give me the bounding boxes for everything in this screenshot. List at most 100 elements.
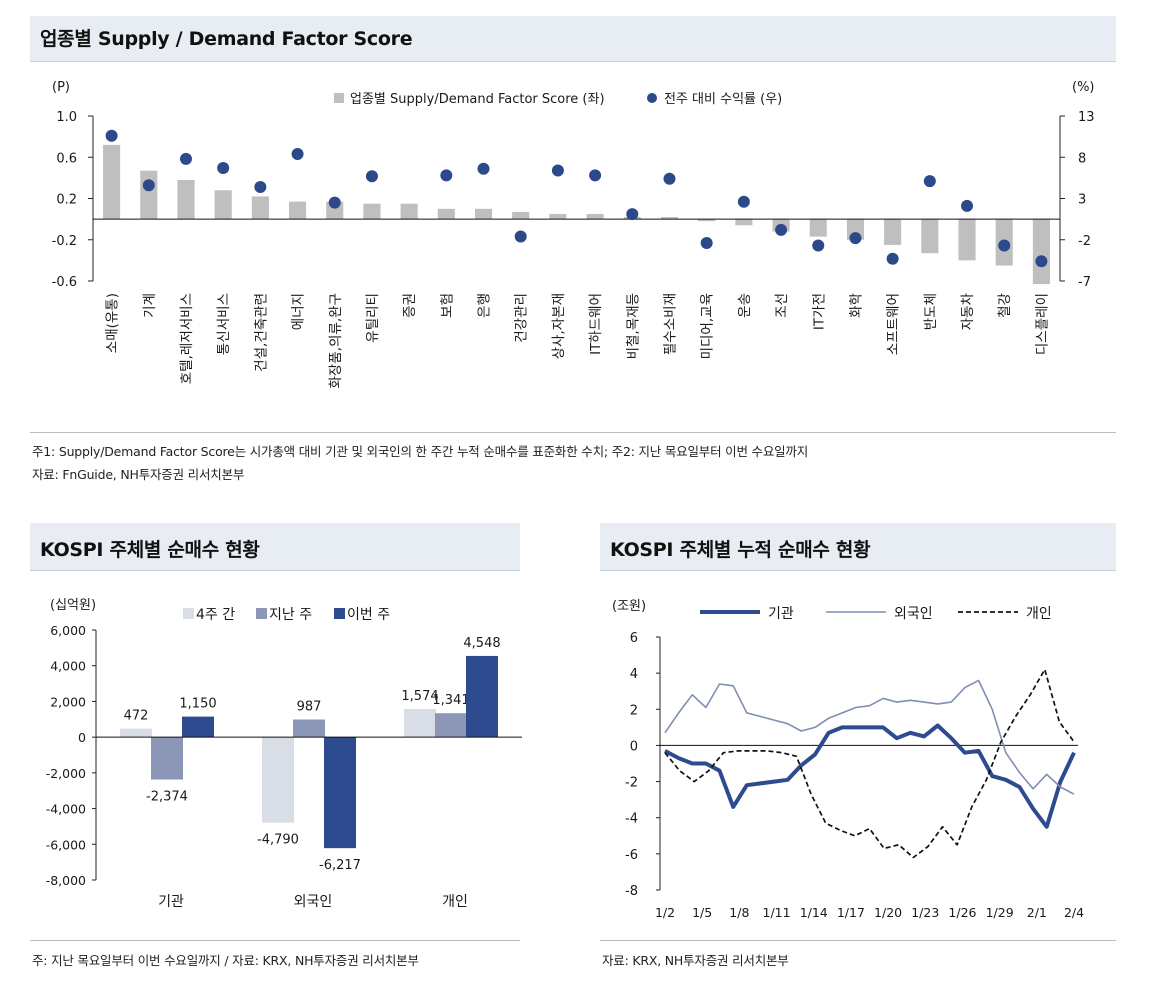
right-tick-label: -7 [1078, 275, 1091, 290]
bar-value-label: 472 [124, 709, 149, 724]
legend-swatch-2 [334, 608, 345, 619]
return-dot [142, 179, 155, 192]
y-axis-unit: (십억원) [50, 598, 96, 613]
net-buy-bar-chart: 6,000 4,000 2,000 0 -2,000 -4,000 -6,000 -8,000… [46, 598, 522, 910]
category-label: 은행 [477, 293, 493, 318]
score-bar [809, 219, 827, 237]
bottom-left-panel-title: KOSPI 주체별 순매수 현황 [40, 539, 260, 561]
category-label: 조선 [774, 293, 790, 318]
x-tick-label: 1/14 [800, 905, 828, 920]
left-tick-label: 0.2 [56, 193, 77, 208]
return-dot [291, 147, 304, 160]
category-label: IT하드웨어 [588, 293, 604, 355]
y-tick-label: -4 [625, 812, 638, 827]
bar-1 [293, 719, 325, 738]
score-bar [660, 217, 679, 220]
score-bar [214, 190, 232, 220]
bottom-left-divider [30, 940, 520, 941]
category-label: 필수소비재 [662, 293, 678, 355]
y-tick-label: -2,000 [46, 766, 86, 781]
right-tick-label: 3 [1078, 193, 1086, 208]
bar-value-label: 1,150 [179, 697, 216, 712]
y-tick-label: 6 [630, 631, 638, 646]
category-label: 호텔,레저서비스 [179, 293, 195, 384]
score-bar [400, 203, 418, 220]
category-label: 비철,목재등 [625, 293, 641, 359]
score-bar [698, 219, 716, 222]
return-dot [998, 239, 1011, 252]
left-tick-label: 1.0 [56, 110, 77, 125]
bar-0 [262, 737, 294, 823]
category-label: 보험 [439, 293, 455, 318]
left-tick-label: 0.6 [56, 151, 77, 166]
category-label: 운송 [737, 293, 753, 318]
left-tick-label: -0.2 [52, 234, 77, 249]
category-label: 자동차 [960, 292, 976, 330]
top-divider [30, 432, 1116, 433]
score-bar [549, 213, 567, 220]
bar-value-label: 1,574 [401, 689, 438, 704]
y-tick-label: 2,000 [50, 694, 86, 709]
bar-1 [435, 713, 467, 738]
category-label: 유틸리티 [365, 293, 381, 343]
category-label: 증권 [402, 293, 418, 318]
bottom-right-note: 자료: KRX, NH투자증권 리서치본부 [602, 953, 789, 968]
bottom-right-panel-header: KOSPI 주체별 누적 순매수 현황 [600, 523, 1116, 571]
legend-label-0: 4주 간 [196, 607, 235, 623]
category-label: 화장품,의류,완구 [328, 293, 344, 389]
x-tick-label: 2/4 [1064, 905, 1084, 920]
score-bar [289, 201, 307, 220]
return-dot [514, 230, 527, 243]
bottom-right-panel-title: KOSPI 주체별 누적 순매수 현황 [610, 539, 871, 561]
score-bar [735, 219, 753, 226]
return-dot [254, 180, 267, 193]
line-series-0 [664, 723, 1076, 829]
score-bar [884, 219, 902, 245]
return-dot [737, 195, 750, 208]
category-label: 기관 [158, 894, 184, 910]
score-bar [512, 211, 530, 220]
bar-0 [120, 728, 152, 738]
category-label: 통신서비스 [216, 293, 232, 355]
legend-dot-label: 전주 대비 수익률 (우) [664, 92, 782, 107]
legend-bar-swatch [334, 93, 344, 103]
category-label: 철강 [997, 293, 1013, 318]
top-note-1: 주1: Supply/Demand Factor Score는 시가총액 대비 … [32, 444, 809, 459]
return-dot [589, 169, 602, 182]
legend-label-1: 외국인 [894, 606, 933, 622]
legend-dot-swatch [647, 93, 657, 103]
y-tick-label: 4 [630, 667, 638, 682]
score-bar [921, 219, 939, 254]
category-label: 화학 [848, 293, 864, 318]
score-bar [363, 203, 381, 220]
bottom-right-divider [600, 940, 1116, 941]
return-dot [217, 161, 230, 174]
x-tick-label: 1/26 [948, 905, 976, 920]
left-tick-label: -0.6 [52, 275, 77, 290]
y-tick-label: 6,000 [50, 623, 86, 638]
y-tick-label: -8 [625, 884, 638, 899]
score-bar [1032, 219, 1050, 285]
category-label: 상사,자본재 [551, 293, 567, 359]
y-tick-label: -4,000 [46, 802, 86, 817]
right-tick-label: 8 [1078, 151, 1086, 166]
return-dot [886, 252, 899, 265]
category-label: 건강관리 [514, 293, 530, 343]
return-dot [440, 169, 453, 182]
bar-0 [404, 709, 436, 738]
x-tick-label: 2/1 [1027, 905, 1047, 920]
score-bar [103, 144, 121, 220]
y-tick-label: -6 [625, 848, 638, 863]
category-label: 소프트웨어 [886, 293, 902, 355]
return-dot [179, 152, 192, 165]
return-dot [961, 199, 974, 212]
x-tick-label: 1/20 [874, 905, 902, 920]
return-dot [849, 232, 862, 245]
right-tick-label: -2 [1078, 234, 1091, 249]
score-bar [177, 179, 195, 220]
bar-value-label: 4,548 [463, 636, 500, 651]
bar-2 [324, 737, 356, 849]
x-tick-label: 1/8 [729, 905, 749, 920]
return-dot [477, 162, 490, 175]
